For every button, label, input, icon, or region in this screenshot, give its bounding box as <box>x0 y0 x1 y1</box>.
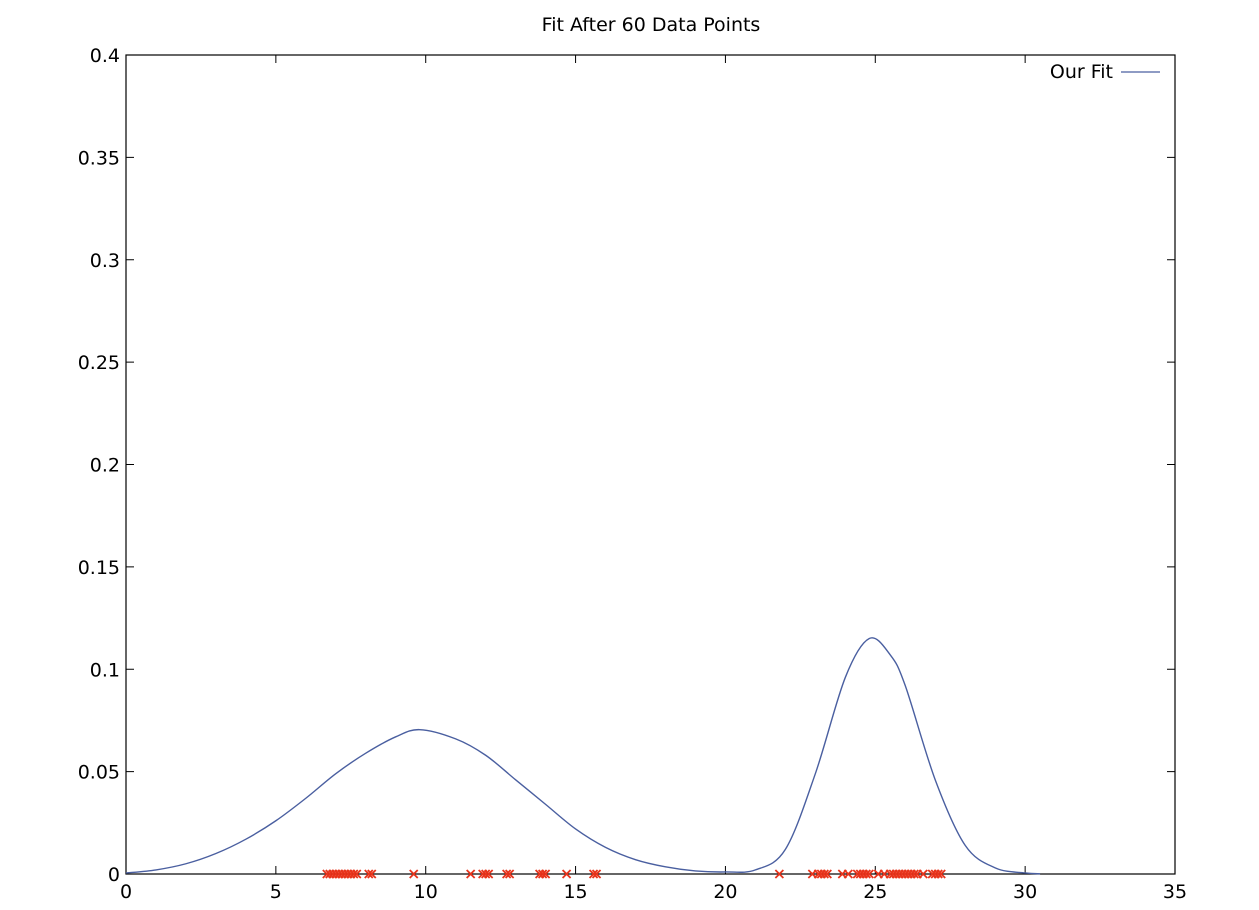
data-point <box>481 869 491 879</box>
legend-label-our-fit: Our Fit <box>1050 61 1113 83</box>
data-point <box>822 869 832 879</box>
legend: Our Fit <box>1050 61 1160 83</box>
y-tick-label: 0 <box>108 864 120 886</box>
plot-frame <box>125 54 1176 875</box>
data-point <box>933 869 943 879</box>
y-tick-label: 0.3 <box>90 250 120 272</box>
data-point <box>409 869 419 879</box>
x-tick-label: 10 <box>414 881 438 903</box>
data-points-layer <box>322 869 946 879</box>
data-point <box>588 869 599 879</box>
x-tick-label: 5 <box>270 881 282 903</box>
series-line-our-fit <box>125 637 1041 875</box>
data-point <box>367 869 377 879</box>
y-tick-label: 0.05 <box>78 762 120 784</box>
data-point <box>484 869 494 879</box>
data-point <box>502 869 512 879</box>
data-point <box>504 869 515 879</box>
data-point <box>936 869 946 879</box>
x-tick-label: 0 <box>120 881 132 903</box>
data-point <box>909 869 919 879</box>
data-point <box>537 869 548 879</box>
data-point <box>352 869 362 879</box>
x-tick-label: 25 <box>863 881 887 903</box>
data-point <box>861 869 871 879</box>
y-tick-label: 0.25 <box>78 352 120 374</box>
data-point <box>540 869 551 879</box>
data-point <box>774 869 785 879</box>
data-point <box>466 869 476 879</box>
data-point <box>918 869 928 879</box>
data-point <box>591 869 602 879</box>
series-layer <box>125 637 1041 875</box>
y-tick-label: 0.35 <box>78 147 120 169</box>
data-point <box>561 869 572 879</box>
x-tick-label: 30 <box>1013 881 1037 903</box>
data-point <box>364 869 374 879</box>
data-point <box>843 869 853 879</box>
data-point <box>864 869 874 879</box>
x-tick-label: 20 <box>713 881 737 903</box>
data-point <box>349 869 359 879</box>
x-tick-label: 35 <box>1163 881 1187 903</box>
chart-title: Fit After 60 Data Points <box>542 14 761 36</box>
data-point <box>819 869 829 879</box>
y-tick-label: 0.1 <box>90 659 120 681</box>
y-tick-label: 0.2 <box>90 455 120 477</box>
x-tick-label: 15 <box>563 881 587 903</box>
y-tick-label: 0.4 <box>90 45 120 67</box>
y-axis: 0 0.05 0.1 0.15 0.2 0.25 0.3 0.35 0.4 <box>78 45 1175 886</box>
y-tick-label: 0.15 <box>78 557 120 579</box>
x-axis: 0 5 10 15 20 25 30 35 <box>120 55 1187 903</box>
